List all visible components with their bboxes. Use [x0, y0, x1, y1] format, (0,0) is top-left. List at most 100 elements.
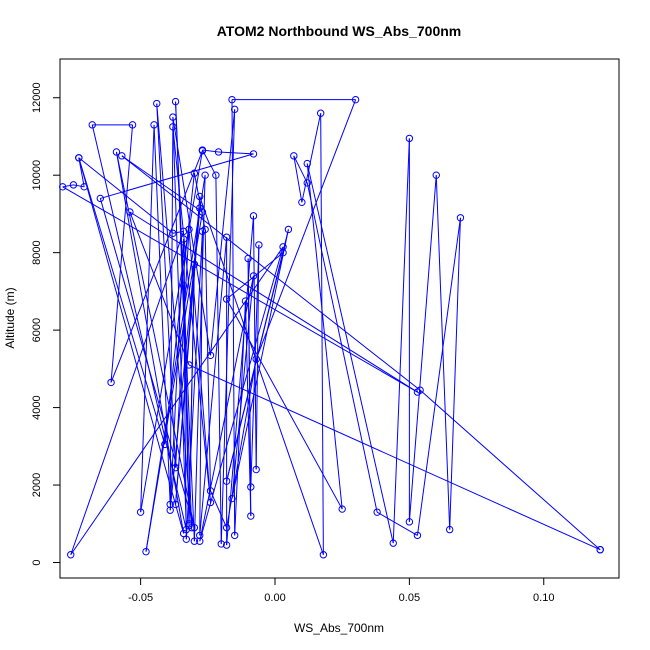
- series-segment: [435, 175, 451, 530]
- series-segment: [78, 157, 174, 234]
- data-point: [255, 241, 263, 249]
- series-segment: [199, 231, 203, 536]
- data-point: [206, 498, 215, 507]
- series-segment: [188, 364, 601, 551]
- data-point: [142, 547, 150, 556]
- data-point: [126, 208, 134, 216]
- data-point: [171, 463, 180, 472]
- data-point: [222, 477, 231, 485]
- data-point: [128, 121, 137, 129]
- data-point: [96, 194, 105, 203]
- data-point: [445, 525, 454, 534]
- series-segment: [215, 175, 222, 544]
- series-segment: [172, 126, 211, 503]
- data-point: [222, 233, 231, 241]
- series-segment: [201, 149, 217, 176]
- series-segment: [145, 211, 203, 552]
- data-point: [166, 506, 174, 514]
- data-point: [107, 378, 115, 387]
- series-segment: [169, 126, 174, 505]
- y-tick-label: 10000: [31, 160, 43, 191]
- plot-area-frame: [59, 58, 620, 579]
- data-point: [179, 281, 188, 290]
- series-segment: [253, 215, 257, 470]
- series-segment: [100, 153, 254, 199]
- series-segment: [376, 511, 418, 536]
- data-point: [228, 95, 236, 104]
- series-segment: [226, 252, 284, 300]
- data-point: [171, 97, 180, 106]
- series-segment: [172, 117, 211, 356]
- series-segment: [70, 231, 185, 555]
- data-point: [201, 225, 209, 234]
- series-segment: [121, 155, 203, 213]
- series-segment: [183, 285, 187, 540]
- series-segment: [408, 175, 437, 522]
- x-tick-label: 0.10: [533, 592, 554, 604]
- data-point: [182, 535, 191, 543]
- data-point: [179, 529, 188, 538]
- series-segment: [140, 124, 155, 513]
- data-point: [373, 508, 381, 516]
- y-tick-label: 8000: [31, 240, 43, 264]
- data-point: [112, 148, 121, 156]
- y-axis: 0 2000 4000 6000 8000 10000 12000: [31, 82, 61, 566]
- series-segment: [193, 175, 206, 542]
- series-segment: [204, 229, 211, 491]
- y-tick-label: 4000: [31, 395, 43, 419]
- x-tick-label: 0.05: [399, 592, 420, 604]
- data-point: [214, 148, 223, 156]
- data-point: [169, 229, 177, 237]
- data-point: [161, 440, 169, 449]
- data-point: [136, 508, 145, 516]
- series-segment: [140, 150, 203, 513]
- data-point: [432, 171, 440, 179]
- data-point: [179, 235, 188, 243]
- series-segment: [110, 150, 203, 383]
- data-point: [316, 109, 325, 117]
- data-point: [247, 483, 255, 491]
- data-point: [150, 121, 158, 129]
- data-point: [456, 214, 465, 222]
- series-segment: [169, 239, 185, 511]
- data-point: [185, 361, 193, 369]
- series-segment: [188, 264, 195, 526]
- series-segment: [392, 138, 410, 544]
- data-point: [190, 537, 199, 545]
- data-point: [279, 248, 287, 257]
- data-point: [228, 494, 236, 503]
- x-tick-label: 0.00: [264, 592, 285, 604]
- data-point: [206, 351, 215, 359]
- chart-title: ATOM2 Northbound WS_Abs_700nm: [217, 23, 462, 39]
- data-point: [58, 183, 67, 191]
- series-segment: [210, 109, 236, 356]
- data-point: [319, 551, 328, 559]
- data-point: [190, 260, 199, 268]
- data-point: [249, 150, 258, 158]
- data-point: [244, 254, 252, 263]
- y-tick-label: 6000: [31, 318, 43, 342]
- data-point: [201, 171, 209, 179]
- series-segment: [226, 359, 257, 528]
- data-point: [196, 531, 204, 540]
- data-point: [298, 198, 306, 207]
- data-point: [185, 522, 193, 530]
- series-segment: [175, 208, 201, 505]
- series-segment: [185, 231, 203, 540]
- series-segment: [199, 196, 324, 555]
- data-point: [413, 531, 422, 540]
- data-point: [303, 159, 311, 168]
- series-segment: [449, 217, 461, 530]
- series-segment: [293, 155, 308, 184]
- series-segment: [226, 215, 254, 546]
- series-segment: [231, 275, 254, 499]
- series-segment: [193, 173, 206, 230]
- series-segment: [210, 490, 228, 528]
- data-point: [389, 539, 397, 547]
- series-segment: [129, 211, 190, 366]
- series-segment: [234, 301, 246, 536]
- series-segment: [231, 229, 289, 499]
- data-point: [413, 388, 422, 396]
- series-segment: [301, 113, 322, 203]
